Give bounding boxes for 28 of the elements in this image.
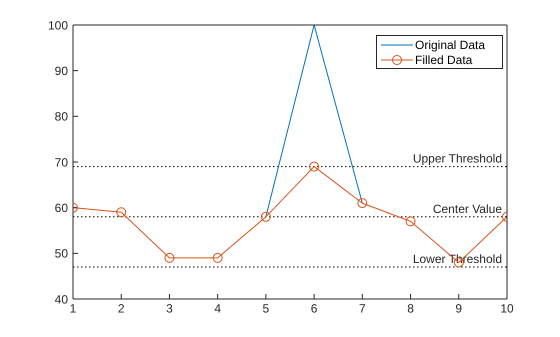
point — [260, 212, 271, 222]
point — [116, 207, 126, 218]
x-tick-label: 5 — [262, 302, 270, 316]
x-tick-label: 7 — [358, 302, 366, 316]
legend-label: Original Data — [415, 38, 486, 52]
y-tick-label: 100 — [48, 18, 68, 32]
point — [406, 216, 416, 226]
y-tick-label: 40 — [54, 292, 68, 306]
y-tick-label: 90 — [54, 64, 68, 78]
point — [309, 162, 320, 172]
point — [212, 252, 223, 263]
ref-line-label: Center Value — [432, 202, 502, 216]
x-tick-label: 6 — [310, 302, 318, 316]
y-tick-label: 80 — [54, 110, 68, 124]
point — [164, 252, 174, 263]
x-tick-label: 1 — [70, 302, 77, 316]
x-tick-label: 8 — [407, 302, 414, 316]
y-tick-label: 50 — [54, 246, 68, 261]
x-tick-label: 9 — [455, 302, 462, 316]
ref-line-label: Upper Threshold — [412, 152, 502, 166]
x-tick-label: 4 — [214, 302, 222, 316]
x-tick-label: 3 — [166, 302, 174, 316]
x-tick-label: 10 — [500, 302, 514, 316]
y-tick-label: 60 — [54, 200, 68, 215]
y-tick-label: 70 — [54, 155, 68, 170]
legend-label: Filled Data — [415, 52, 472, 66]
x-tick-label: 2 — [118, 302, 125, 316]
point — [357, 198, 368, 208]
